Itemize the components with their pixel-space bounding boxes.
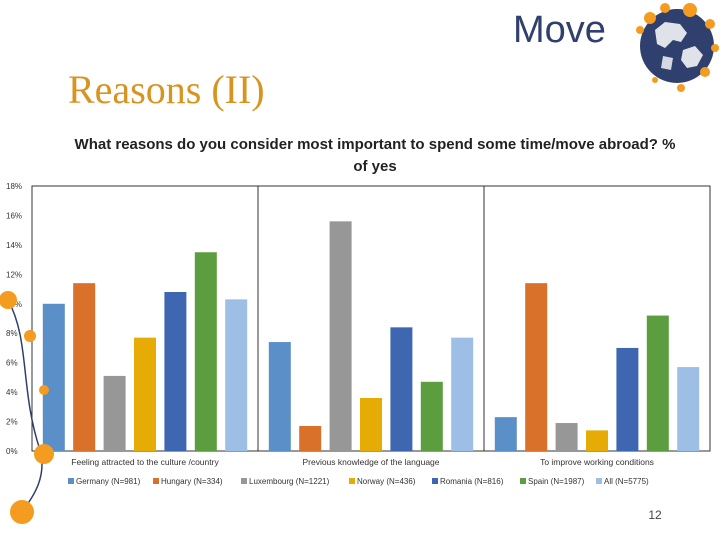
- bar: [134, 337, 156, 451]
- move-logo: Move: [513, 3, 719, 92]
- legend-label: Luxembourg (N=1221): [249, 477, 330, 486]
- y-tick-label: 0%: [6, 447, 18, 456]
- y-tick-label: 18%: [6, 182, 22, 191]
- category-label: To improve working conditions: [540, 457, 654, 467]
- bar: [586, 430, 608, 451]
- bar: [73, 283, 96, 451]
- logo-text: Move: [513, 9, 606, 51]
- legend-swatch: [68, 478, 74, 484]
- legend-swatch: [349, 478, 355, 484]
- legend-label: Hungary (N=334): [161, 477, 223, 486]
- legend-label: Romania (N=816): [440, 477, 504, 486]
- bar: [646, 315, 669, 451]
- bar: [42, 303, 65, 451]
- y-tick-label: 8%: [6, 329, 18, 338]
- legend-label: Norway (N=436): [357, 477, 416, 486]
- bar: [360, 398, 382, 451]
- slide-title: Reasons (II): [68, 67, 265, 112]
- bar-chart: 0%2%4%6%8%10%12%14%16%18%Feeling attract…: [6, 182, 711, 486]
- legend-swatch: [432, 478, 438, 484]
- bar: [525, 283, 548, 451]
- bar: [194, 252, 217, 451]
- legend-swatch: [153, 478, 159, 484]
- legend-swatch: [520, 478, 526, 484]
- legend-swatch: [241, 478, 247, 484]
- y-tick-label: 2%: [6, 418, 18, 427]
- globe-icon: [636, 3, 719, 92]
- y-tick-label: 16%: [6, 211, 22, 220]
- bar: [225, 299, 248, 451]
- bar: [420, 381, 443, 451]
- y-tick-label: 4%: [6, 388, 18, 397]
- bar: [268, 342, 291, 451]
- bar: [103, 375, 126, 451]
- bar: [677, 367, 700, 451]
- bar: [164, 292, 187, 451]
- legend-label: All (N=5775): [604, 477, 649, 486]
- bar: [390, 327, 413, 451]
- page-number: 12: [648, 508, 662, 522]
- category-label: Feeling attracted to the culture /countr…: [71, 457, 219, 467]
- bar: [451, 337, 474, 451]
- decorative-orbit: [0, 291, 54, 524]
- bar: [329, 221, 352, 451]
- y-tick-label: 14%: [6, 241, 22, 250]
- y-tick-label: 12%: [6, 270, 22, 279]
- bar: [555, 423, 578, 451]
- legend-swatch: [596, 478, 602, 484]
- legend-label: Germany (N=981): [76, 477, 141, 486]
- category-label: Previous knowledge of the language: [302, 457, 439, 467]
- bar: [494, 417, 517, 451]
- y-tick-label: 6%: [6, 359, 18, 368]
- chart-title: What reasons do you consider most import…: [74, 136, 676, 175]
- bar: [299, 425, 322, 451]
- bar: [616, 347, 639, 451]
- legend-label: Spain (N=1987): [528, 477, 585, 486]
